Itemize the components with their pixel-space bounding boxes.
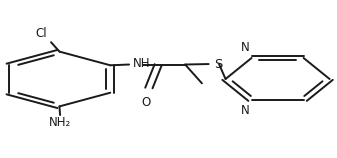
Text: N: N: [241, 41, 250, 54]
Text: NH₂: NH₂: [49, 116, 71, 129]
Text: NH: NH: [133, 57, 151, 70]
Text: O: O: [142, 96, 151, 109]
Text: S: S: [214, 58, 222, 70]
Text: Cl: Cl: [35, 27, 47, 40]
Text: N: N: [241, 104, 250, 117]
